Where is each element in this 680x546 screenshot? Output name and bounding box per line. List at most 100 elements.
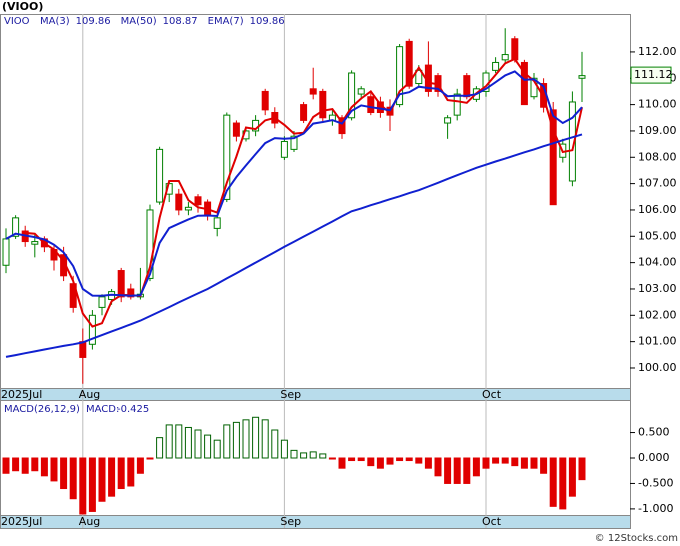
chart-title: (VIOO) — [2, 0, 43, 13]
candle-body — [453, 93, 461, 116]
y-tick-label: 101.00 — [638, 335, 677, 348]
macd-bar — [367, 457, 375, 467]
candle-body — [338, 117, 346, 135]
candle-body — [501, 54, 509, 61]
y-tick-label: 105.00 — [638, 229, 677, 242]
macd-bar — [444, 457, 452, 484]
candle-body — [146, 209, 154, 279]
macd-bar — [223, 424, 231, 459]
macd-bar — [520, 457, 528, 469]
macd-bar — [472, 457, 480, 477]
x-tick-label: Oct — [482, 388, 502, 401]
candle-body — [463, 75, 471, 98]
macd-bar — [405, 457, 413, 462]
macd-bar — [309, 451, 317, 459]
plot-layer: 100.00 101.00 102.00 103.00 104.00 105.00 106.… — [1, 14, 677, 528]
candle-body — [261, 90, 269, 111]
candle-body — [184, 206, 192, 211]
macd-bar — [424, 457, 432, 469]
overlay-line — [5, 70, 583, 297]
candle-body — [223, 114, 231, 200]
macd-bar — [175, 424, 183, 459]
macd-bar — [280, 439, 288, 459]
macd-bar — [271, 429, 279, 459]
candle-body — [357, 88, 365, 95]
date-strip — [0, 515, 631, 529]
legend-value: 109.86 — [76, 16, 111, 27]
candle-body — [405, 40, 413, 87]
candle-body — [194, 196, 202, 206]
macd-bar — [492, 457, 500, 464]
macd-bar — [127, 457, 135, 487]
candle-body — [511, 38, 519, 61]
legend-name: MA(3) — [40, 16, 70, 27]
macd-bar — [319, 453, 327, 459]
macd-bar — [511, 457, 519, 467]
watermark: © 12Stocks.com — [595, 533, 678, 544]
macd-bar — [79, 457, 87, 515]
macd-bar — [117, 457, 125, 490]
candle-body — [367, 96, 375, 114]
macd-bar — [482, 457, 490, 469]
candle-body — [79, 341, 87, 358]
candle-body — [175, 193, 183, 211]
y-tick-label: 112.00 — [638, 45, 677, 58]
candle-body — [232, 122, 240, 137]
candle-body — [309, 88, 317, 95]
macd-bar — [204, 434, 212, 459]
macd-bar — [213, 439, 221, 459]
x-tick-label: 2025Jul — [1, 515, 42, 528]
candle-body — [396, 46, 404, 106]
macd-bar — [530, 457, 538, 469]
macd-bar — [242, 419, 250, 459]
macd-bar — [396, 457, 404, 462]
macd-bar — [415, 457, 423, 464]
macd-bar — [60, 457, 68, 490]
macd-bar — [386, 457, 394, 465]
legend-name: MA(50) — [121, 16, 157, 27]
x-tick-label: Aug — [79, 515, 100, 528]
candle-body — [2, 238, 10, 266]
macd-bar — [578, 457, 586, 481]
macd-bar — [108, 457, 116, 497]
legend-value: 109.86 — [250, 16, 285, 27]
macd-bar — [463, 457, 471, 484]
candle-body — [31, 241, 39, 245]
macd-bar — [348, 457, 356, 462]
macd-bar — [50, 457, 58, 482]
macd-bar — [136, 457, 144, 474]
macd-bar — [338, 457, 346, 469]
y-tick-label: 102.00 — [638, 308, 677, 321]
macd-bar — [453, 457, 461, 484]
y-tick-label: 0.000 — [638, 451, 670, 464]
candle-body — [156, 148, 164, 203]
candle-body — [300, 104, 308, 121]
candle-body — [319, 90, 327, 119]
macd-bar — [559, 457, 567, 510]
macd-bar — [194, 429, 202, 459]
macd-bar — [549, 457, 557, 507]
macd-bar — [184, 426, 192, 459]
macd-bar — [31, 457, 39, 472]
macd-bar — [290, 449, 298, 459]
macd-bar — [434, 457, 442, 477]
y-tick-label: 104.00 — [638, 256, 677, 269]
candle-body — [290, 135, 298, 150]
candle-body — [578, 75, 586, 79]
macd-bar — [328, 457, 336, 460]
macd-bar — [357, 457, 365, 462]
candle-body — [127, 288, 135, 298]
macd-title: MACD(26,12,9) — [4, 404, 80, 415]
y-tick-label: 0.500 — [638, 426, 670, 439]
y-tick-label: 100.00 — [638, 361, 677, 374]
x-tick-label: Sep — [280, 388, 301, 401]
macd-value: -0.425 — [117, 404, 149, 415]
candle-body — [98, 296, 106, 308]
macd-bar — [376, 457, 384, 469]
candle-body — [568, 101, 576, 182]
legend-name: EMA(7) — [208, 16, 244, 27]
y-tick-label: 108.00 — [638, 150, 677, 163]
macd-bar — [12, 457, 20, 472]
macd-bar — [300, 452, 308, 459]
x-tick-label: Sep — [280, 515, 301, 528]
